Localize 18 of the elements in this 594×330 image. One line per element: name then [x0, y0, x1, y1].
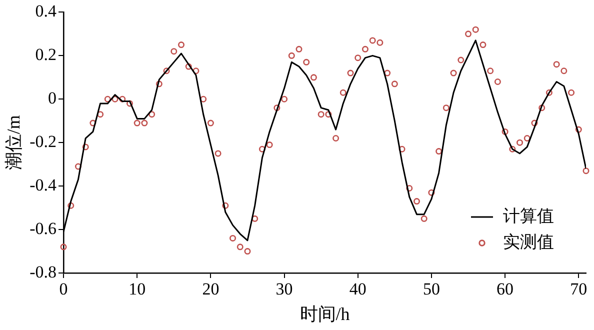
legend-label: 实测值 — [503, 232, 554, 252]
legend-label: 计算值 — [503, 206, 554, 226]
x-tick-label: 10 — [128, 280, 146, 299]
y-axis-title: 潮位/m — [4, 115, 24, 170]
x-tick-label: 50 — [422, 280, 440, 299]
x-tick-label: 20 — [202, 280, 220, 299]
x-tick-label: 60 — [496, 280, 514, 299]
y-tick-label: -0.2 — [30, 132, 57, 152]
y-tick-label: -0.4 — [30, 176, 57, 195]
x-tick-label: 40 — [349, 280, 366, 299]
x-axis-title: 时间/h — [300, 304, 350, 324]
y-tick-label: 0.2 — [35, 45, 57, 64]
x-tick-label: 30 — [276, 280, 293, 299]
y-tick-label: -0.6 — [30, 219, 57, 238]
y-tick-label: 0.4 — [35, 2, 58, 21]
y-tick-label: 0 — [48, 88, 57, 108]
x-tick-label: 70 — [570, 280, 588, 299]
y-tick-label: -0.8 — [30, 262, 57, 282]
